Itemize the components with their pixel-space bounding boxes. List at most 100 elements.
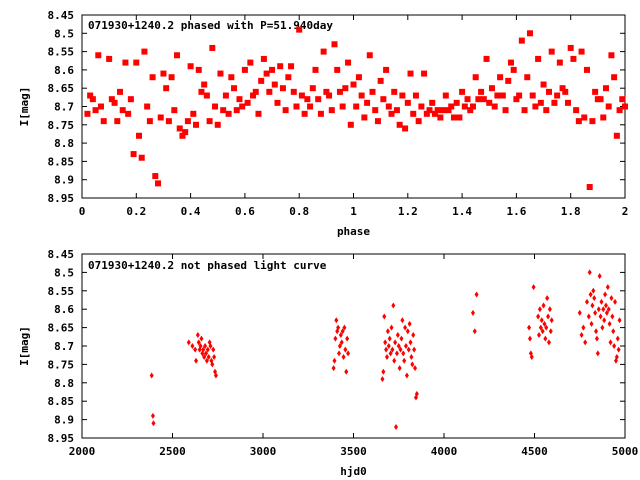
y-tick-label: 8.6 — [54, 64, 74, 77]
data-point — [467, 107, 474, 114]
data-point — [122, 59, 129, 66]
data-point — [187, 63, 194, 70]
data-point — [95, 52, 102, 59]
x-tick-label: 5000 — [612, 445, 639, 458]
data-point — [616, 346, 621, 353]
data-point — [403, 343, 408, 349]
data-point — [578, 48, 585, 55]
x-tick-label: 1 — [350, 205, 357, 218]
y-tick-label: 8.75 — [48, 358, 75, 371]
data-point — [423, 110, 430, 117]
data-point — [127, 96, 134, 103]
data-point — [337, 343, 342, 349]
data-point — [208, 343, 213, 349]
y-tick-label: 8.8 — [54, 137, 74, 150]
data-point — [114, 118, 121, 125]
data-point — [194, 357, 199, 364]
data-point — [616, 107, 623, 114]
data-point — [155, 180, 162, 187]
data-point — [464, 96, 471, 103]
data-point — [336, 88, 343, 95]
y-tick-label: 8.65 — [48, 322, 75, 335]
data-point — [475, 96, 482, 103]
data-point — [338, 331, 343, 338]
data-point — [342, 324, 347, 331]
data-point — [241, 66, 248, 73]
data-point — [390, 346, 395, 353]
data-point — [527, 324, 532, 331]
data-point — [612, 343, 617, 349]
data-point — [543, 107, 550, 114]
data-point — [593, 309, 598, 316]
data-point — [337, 350, 342, 357]
data-point — [399, 92, 406, 99]
x-tick-label: 1.4 — [452, 205, 472, 218]
data-point — [586, 184, 593, 191]
data-point — [410, 110, 417, 117]
data-point — [393, 107, 400, 114]
x-tick-label: 2 — [622, 205, 629, 218]
data-point — [404, 372, 409, 379]
y-tick-label: 8.95 — [48, 192, 75, 205]
data-point — [397, 365, 402, 372]
data-point — [610, 313, 615, 320]
data-point — [293, 103, 300, 110]
data-point — [431, 110, 438, 117]
data-point — [152, 173, 159, 180]
data-point — [228, 74, 235, 81]
data-point — [575, 118, 582, 125]
data-point — [258, 77, 265, 84]
data-points — [149, 269, 622, 430]
y-tick-label: 8.85 — [48, 155, 75, 168]
data-point — [562, 88, 569, 95]
data-point — [583, 339, 588, 346]
data-point — [320, 48, 327, 55]
data-point — [176, 125, 183, 132]
data-point — [405, 328, 410, 335]
data-point — [171, 107, 178, 114]
data-point — [211, 346, 216, 353]
data-point — [138, 154, 145, 161]
data-point — [380, 96, 387, 103]
data-point — [84, 110, 91, 117]
data-point — [573, 107, 580, 114]
data-point — [266, 88, 273, 95]
data-point — [381, 368, 386, 375]
data-point — [546, 339, 551, 346]
data-point — [474, 291, 479, 298]
data-point — [540, 328, 545, 335]
data-point — [119, 107, 126, 114]
data-point — [212, 354, 217, 361]
data-point — [559, 85, 566, 92]
data-point — [384, 354, 389, 361]
data-point — [609, 295, 614, 302]
data-point — [165, 118, 172, 125]
data-point — [403, 324, 408, 331]
data-point — [380, 376, 385, 383]
data-point — [100, 118, 107, 125]
x-axis-label: phase — [337, 225, 370, 238]
data-point — [250, 92, 257, 99]
data-point — [345, 335, 350, 342]
x-tick-label: 0.2 — [126, 205, 146, 218]
data-point — [516, 92, 523, 99]
data-point — [203, 343, 208, 349]
y-tick-label: 8.45 — [48, 9, 75, 22]
data-point — [395, 331, 400, 338]
data-point — [217, 70, 224, 77]
data-point — [412, 346, 417, 353]
data-point — [579, 331, 584, 338]
data-point — [332, 357, 337, 364]
data-point — [186, 339, 191, 346]
data-point — [564, 99, 571, 106]
data-point — [524, 74, 531, 81]
data-point — [542, 320, 547, 327]
data-point — [586, 313, 591, 320]
y-axis-label: I[mag] — [18, 87, 31, 127]
x-tick-label: 1.2 — [398, 205, 418, 218]
data-point — [298, 92, 305, 99]
data-point — [440, 107, 447, 114]
data-point — [391, 88, 398, 95]
data-point — [317, 110, 324, 117]
